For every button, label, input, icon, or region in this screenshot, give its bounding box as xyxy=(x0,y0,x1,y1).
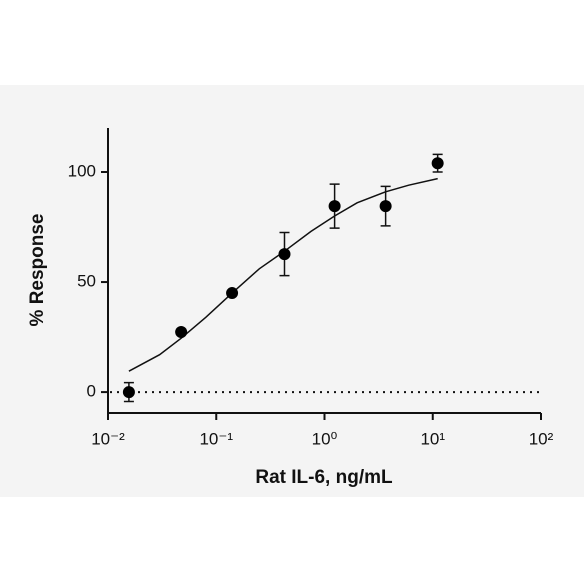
y-tick-label: 0 xyxy=(87,382,96,401)
plot-background xyxy=(0,85,584,497)
data-point xyxy=(379,200,392,213)
y-axis-title: % Response xyxy=(27,214,48,327)
data-point xyxy=(122,386,135,399)
y-tick-label: 50 xyxy=(77,272,96,291)
data-point xyxy=(175,326,188,339)
data-point xyxy=(328,200,341,213)
data-point xyxy=(278,248,291,261)
x-tick-label: 10⁻² xyxy=(91,429,125,448)
y-tick-label: 100 xyxy=(68,161,96,180)
x-axis-title: Rat IL-6, ng/mL xyxy=(255,467,393,488)
data-point xyxy=(226,287,239,300)
x-tick-label: 10⁻¹ xyxy=(199,429,233,448)
x-tick-label: 10⁰ xyxy=(312,429,338,448)
data-point xyxy=(431,157,444,170)
x-tick-label: 10² xyxy=(529,429,554,448)
x-tick-label: 10¹ xyxy=(420,429,445,448)
